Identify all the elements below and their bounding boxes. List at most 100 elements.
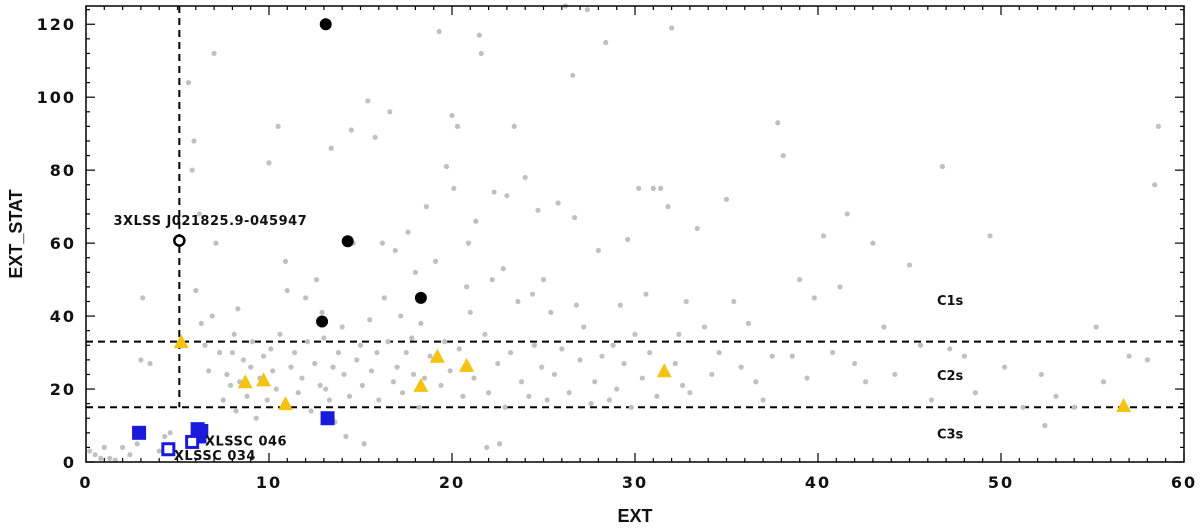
data-point-grey bbox=[416, 404, 422, 410]
data-point-grey bbox=[249, 339, 256, 345]
data-point-grey bbox=[573, 302, 580, 308]
data-point-grey bbox=[625, 236, 631, 243]
data-point-c1 bbox=[341, 235, 354, 248]
data-point-grey bbox=[244, 393, 250, 399]
data-point-grey bbox=[548, 309, 554, 316]
data-point-grey bbox=[1042, 422, 1048, 429]
data-point-grey bbox=[418, 320, 424, 326]
data-point-grey bbox=[357, 342, 364, 348]
data-point-grey bbox=[456, 346, 462, 352]
data-point-grey bbox=[191, 138, 197, 144]
data-point-grey bbox=[928, 397, 935, 403]
data-point-grey bbox=[496, 441, 503, 447]
data-point-grey bbox=[844, 211, 850, 217]
data-point-grey bbox=[610, 342, 616, 348]
data-point-grey bbox=[617, 302, 623, 308]
data-point-grey bbox=[862, 379, 869, 385]
data-point-grey bbox=[185, 80, 192, 86]
data-point-grey bbox=[906, 262, 913, 268]
data-point-grey bbox=[852, 360, 858, 367]
annotation-label: 3XLSS J021825.9-045947 bbox=[113, 214, 307, 229]
data-point-grey bbox=[253, 415, 259, 421]
data-point-c2 bbox=[413, 377, 429, 392]
data-point-grey bbox=[92, 452, 98, 458]
data-point-grey bbox=[196, 211, 203, 217]
data-point-grey bbox=[167, 430, 173, 436]
data-point-grey bbox=[811, 295, 817, 301]
data-point-grey bbox=[603, 39, 609, 46]
data-point-grey bbox=[1144, 357, 1150, 363]
data-point-grey bbox=[268, 346, 274, 352]
class-label-c2s: C2s bbox=[937, 369, 964, 384]
data-point-grey bbox=[683, 298, 689, 305]
data-point-grey bbox=[266, 160, 272, 166]
data-point-grey bbox=[451, 185, 457, 191]
data-point-grey bbox=[495, 360, 501, 367]
data-point-grey bbox=[687, 390, 693, 396]
data-point-grey bbox=[614, 386, 620, 392]
data-point-grey bbox=[870, 240, 876, 246]
data-point-grey bbox=[189, 167, 195, 173]
data-point-grey bbox=[1053, 393, 1059, 399]
plot-frame bbox=[85, 5, 1185, 463]
data-point-grey bbox=[665, 204, 671, 210]
data-point-grey bbox=[376, 397, 382, 403]
data-point-grey bbox=[303, 295, 309, 301]
data-point-grey bbox=[529, 291, 536, 297]
data-point-grey bbox=[140, 295, 146, 301]
data-point-grey bbox=[193, 287, 199, 294]
data-point-grey bbox=[282, 258, 289, 264]
data-point-grey bbox=[701, 324, 708, 330]
data-point-grey bbox=[206, 368, 212, 374]
data-point-grey bbox=[491, 189, 497, 195]
data-point-grey bbox=[202, 342, 208, 348]
data-point-grey bbox=[270, 368, 276, 374]
data-point-grey bbox=[502, 404, 508, 410]
data-point-grey bbox=[654, 393, 660, 399]
data-point-grey bbox=[216, 349, 223, 356]
y-tick-label: 120 bbox=[37, 15, 76, 34]
data-point-grey bbox=[328, 145, 334, 151]
data-point-grey bbox=[264, 397, 270, 403]
data-point-grey bbox=[235, 306, 241, 312]
data-point-grey bbox=[1002, 364, 1008, 370]
data-point-grey bbox=[540, 277, 547, 283]
data-point-grey bbox=[220, 397, 226, 403]
data-point-c3-open bbox=[161, 442, 176, 457]
data-point-grey bbox=[526, 393, 532, 399]
class-label-c1s: C1s bbox=[937, 294, 964, 309]
data-point-grey bbox=[398, 313, 404, 319]
data-point-grey bbox=[233, 408, 239, 414]
data-point-grey bbox=[198, 320, 204, 326]
data-point-grey bbox=[669, 25, 675, 31]
data-point-grey bbox=[636, 185, 642, 191]
data-point-grey bbox=[339, 324, 345, 330]
data-point-grey bbox=[392, 247, 398, 254]
data-point-c2 bbox=[1116, 397, 1132, 412]
data-point-c2 bbox=[277, 396, 293, 411]
data-point-grey bbox=[87, 448, 93, 454]
data-point-grey bbox=[330, 364, 336, 370]
data-point-grey bbox=[341, 371, 347, 378]
data-point-grey bbox=[229, 349, 235, 356]
y-tick-label: 60 bbox=[50, 234, 76, 253]
data-point-grey bbox=[570, 72, 576, 78]
data-point-grey bbox=[312, 360, 318, 367]
data-point-grey bbox=[780, 152, 786, 159]
data-point-grey bbox=[127, 452, 133, 458]
data-point-grey bbox=[467, 309, 473, 316]
data-point-grey bbox=[621, 360, 627, 367]
data-point-grey bbox=[1020, 404, 1026, 410]
data-point-grey bbox=[1093, 324, 1099, 330]
data-point-grey bbox=[1071, 404, 1077, 410]
data-point-grey bbox=[213, 240, 219, 246]
data-point-grey bbox=[209, 313, 215, 319]
data-point-grey bbox=[323, 386, 329, 392]
data-point-grey bbox=[368, 368, 375, 374]
data-point-grey bbox=[539, 364, 545, 370]
data-point-grey bbox=[399, 390, 406, 396]
data-point-c3 bbox=[194, 423, 209, 438]
data-point-grey bbox=[679, 382, 686, 388]
data-point-grey bbox=[405, 229, 411, 235]
